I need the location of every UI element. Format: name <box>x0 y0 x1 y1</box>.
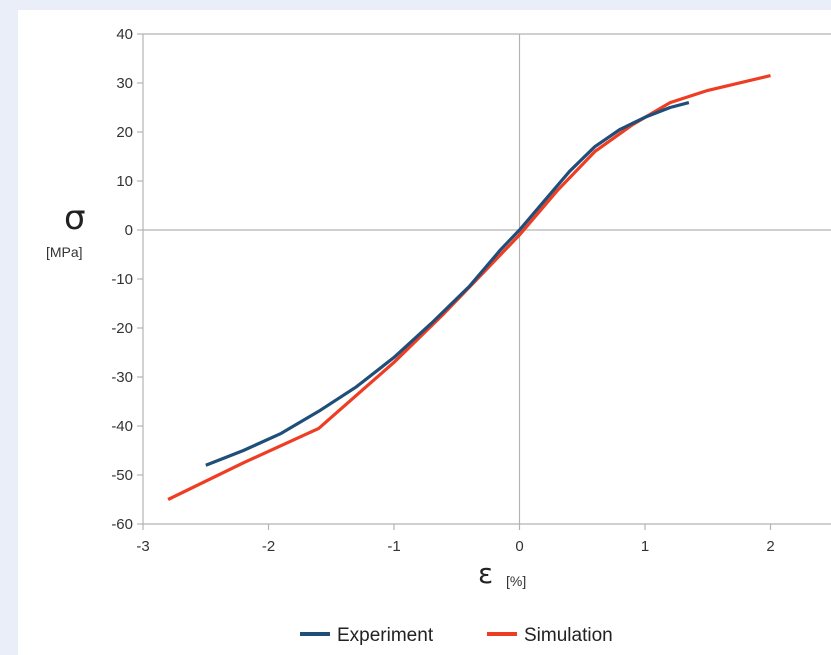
series-line-simulation <box>167 74 771 501</box>
x-axis-symbol: ε <box>478 557 493 590</box>
y-tick-label: -30 <box>111 369 133 386</box>
x-axis-unit: [%] <box>506 573 526 589</box>
x-tick-label: 0 <box>515 538 523 555</box>
y-axis-unit: [MPa] <box>46 244 83 260</box>
legend: Experiment Simulation <box>300 625 613 646</box>
y-tick-label: -40 <box>111 418 133 435</box>
series-line-experiment <box>205 101 690 467</box>
x-tick-label: 1 <box>641 538 649 555</box>
y-tick-label: 30 <box>116 75 133 92</box>
legend-label-simulation: Simulation <box>524 625 613 646</box>
y-tick-label: 20 <box>116 124 133 141</box>
x-tick-label: -3 <box>136 538 149 555</box>
x-tick-label: -2 <box>262 538 275 555</box>
y-axis-symbol: σ <box>64 198 86 238</box>
chart-panel: 40 30 20 10 0 -10 -20 -30 -40 -50 -60 -3 -2 -1 0 1 2 σ [… <box>18 10 831 655</box>
y-tick-label: -60 <box>111 516 133 533</box>
legend-label-experiment: Experiment <box>337 625 434 646</box>
x-tick-label: -1 <box>387 538 400 555</box>
y-tick-label: -50 <box>111 467 133 484</box>
y-tick-label: -10 <box>111 271 133 288</box>
y-tick-label: 40 <box>116 26 133 43</box>
y-tick-label: 10 <box>116 173 133 190</box>
y-tick-label: -20 <box>111 320 133 337</box>
x-tick-label: 2 <box>766 538 774 555</box>
y-tick-label: 0 <box>125 222 133 239</box>
